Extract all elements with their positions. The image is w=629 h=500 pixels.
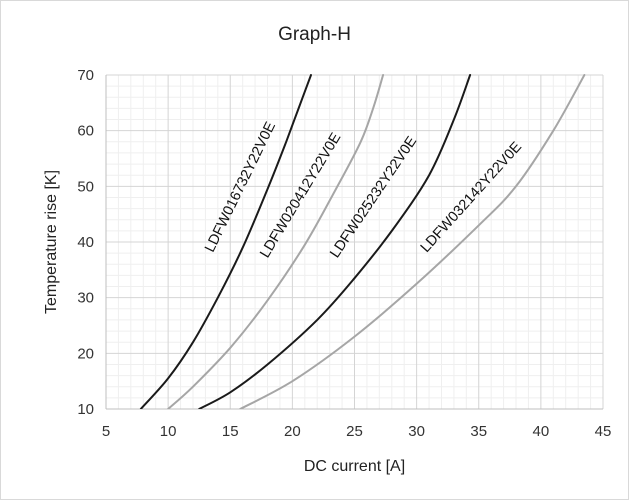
y-tick-label: 60 xyxy=(77,123,94,140)
x-tick-label: 10 xyxy=(160,423,177,440)
y-tick-label: 50 xyxy=(77,178,94,195)
y-tick-label: 10 xyxy=(77,401,94,418)
x-tick-label: 35 xyxy=(470,423,487,440)
x-tick-label: 40 xyxy=(533,423,550,440)
y-tick-label: 30 xyxy=(77,290,94,307)
y-axis-label: Temperature rise [K] xyxy=(43,170,60,314)
x-tick-label: 25 xyxy=(346,423,363,440)
x-axis-label: DC current [A] xyxy=(304,458,405,475)
series-labels: LDFW016732Y22V0ELDFW020412Y22V0ELDFW0252… xyxy=(202,119,525,261)
x-tick-label: 20 xyxy=(284,423,301,440)
x-tick-label: 15 xyxy=(222,423,239,440)
x-tick-label: 5 xyxy=(102,423,110,440)
y-tick-label: 40 xyxy=(77,234,94,251)
x-tick-label: 45 xyxy=(595,423,612,440)
x-tick-label: 30 xyxy=(408,423,425,440)
y-tick-label: 70 xyxy=(77,67,94,84)
y-tick-label: 20 xyxy=(77,345,94,362)
